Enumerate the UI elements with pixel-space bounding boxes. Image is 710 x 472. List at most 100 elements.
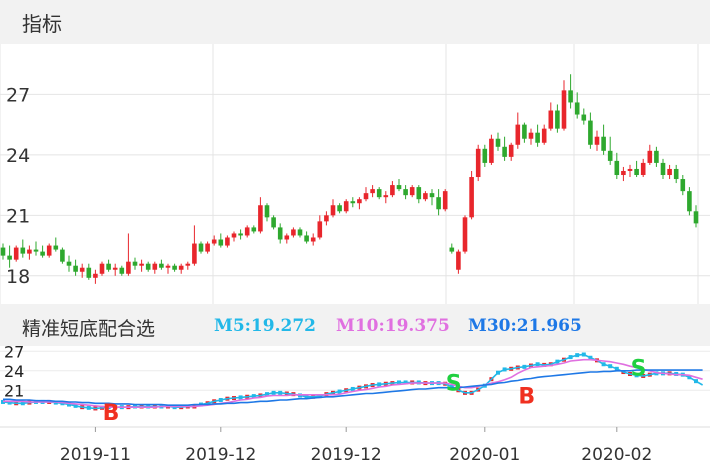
candle [687, 187, 692, 216]
candle [304, 231, 309, 244]
candle-body [106, 263, 111, 270]
candle-body [310, 237, 316, 242]
candle-body [53, 245, 59, 250]
candle-body [132, 261, 138, 266]
candle-body [139, 263, 144, 266]
indicator-name: 精准短底配合选 [22, 318, 156, 340]
candle [574, 92, 580, 119]
candle [112, 263, 118, 276]
candle-body [159, 263, 164, 268]
candle-body [13, 247, 19, 260]
candle-body [284, 235, 290, 240]
x-tick-label: 2019-11 [60, 445, 131, 465]
candle-body [304, 235, 309, 242]
candle-body [522, 124, 527, 139]
candle-body [172, 265, 177, 270]
candle [640, 158, 646, 178]
candle-body [363, 193, 369, 200]
candle [238, 229, 243, 240]
candle [277, 223, 283, 244]
candle-body [343, 201, 349, 212]
candle [271, 215, 276, 230]
candle-body [502, 146, 507, 157]
candle-body [660, 162, 666, 176]
candle-body [555, 110, 560, 129]
candle [93, 269, 98, 284]
candle [634, 160, 639, 178]
indicator-header: 指标 [0, 0, 710, 44]
candle [370, 185, 375, 198]
candle [449, 243, 455, 254]
candle-body [462, 217, 468, 252]
candle-body [277, 227, 283, 240]
candlestick-chart: 18 21 24 27 [0, 44, 710, 304]
candle-body [324, 215, 329, 222]
candle [60, 247, 65, 264]
candle [621, 166, 626, 182]
candle [139, 259, 144, 272]
m5-readout: M5:19.272 [214, 316, 316, 336]
candle-body [66, 261, 72, 266]
candle [673, 164, 679, 184]
sub-gridlines [0, 350, 710, 428]
candle-body [390, 185, 395, 196]
candle [244, 225, 250, 238]
candle-body [568, 90, 573, 103]
candle-body [673, 168, 679, 180]
candle [231, 231, 237, 242]
candle [264, 203, 270, 222]
m10-line [3, 358, 703, 409]
candle-body [548, 110, 554, 129]
candle-body [271, 217, 276, 228]
candle [357, 197, 362, 210]
candle-body [205, 243, 210, 252]
candle-body [27, 249, 32, 254]
candle [654, 146, 659, 167]
candle [535, 124, 540, 147]
candle-body [508, 144, 514, 157]
candle-body [251, 227, 257, 232]
candle [152, 261, 158, 274]
candle [667, 164, 672, 180]
candle [581, 108, 587, 125]
candle-body [634, 168, 639, 176]
candle-body [482, 148, 488, 163]
sub-y-tick-label: 21 [4, 381, 24, 400]
candle [462, 215, 468, 254]
candle-body [244, 227, 250, 236]
candle-body [654, 150, 659, 163]
candle [456, 249, 461, 274]
candle [317, 215, 323, 240]
candle-body [409, 187, 415, 196]
sell-signal-marker: S [446, 372, 462, 397]
candle [343, 199, 349, 214]
candle [251, 225, 257, 234]
candle-body [607, 150, 613, 161]
candle [442, 189, 448, 212]
candle [502, 136, 507, 161]
candle [429, 189, 435, 206]
candle [99, 261, 105, 276]
candle-body [640, 162, 646, 176]
m30-line [3, 369, 703, 407]
candle-body [667, 168, 672, 176]
candle [225, 235, 230, 248]
candle-body [383, 195, 389, 198]
indicator-band: 精准短底配合选 M5:19.272 M10:19.375 M30:21.965 [0, 304, 710, 346]
candle [693, 205, 699, 228]
y-tick-label: 24 [6, 145, 30, 167]
candle [46, 243, 52, 258]
candle [198, 241, 204, 254]
candle-body [192, 243, 197, 264]
candle-body [574, 102, 580, 115]
x-tick-label: 2020-02 [581, 445, 652, 465]
candle-body [541, 128, 547, 143]
candle-body [495, 138, 501, 147]
y-tick-label: 27 [6, 84, 30, 106]
candle [469, 170, 474, 220]
m10-readout: M10:19.375 [336, 316, 450, 336]
candle [588, 112, 593, 149]
candle [119, 265, 125, 276]
candle [594, 130, 600, 151]
candle-body [535, 132, 540, 143]
